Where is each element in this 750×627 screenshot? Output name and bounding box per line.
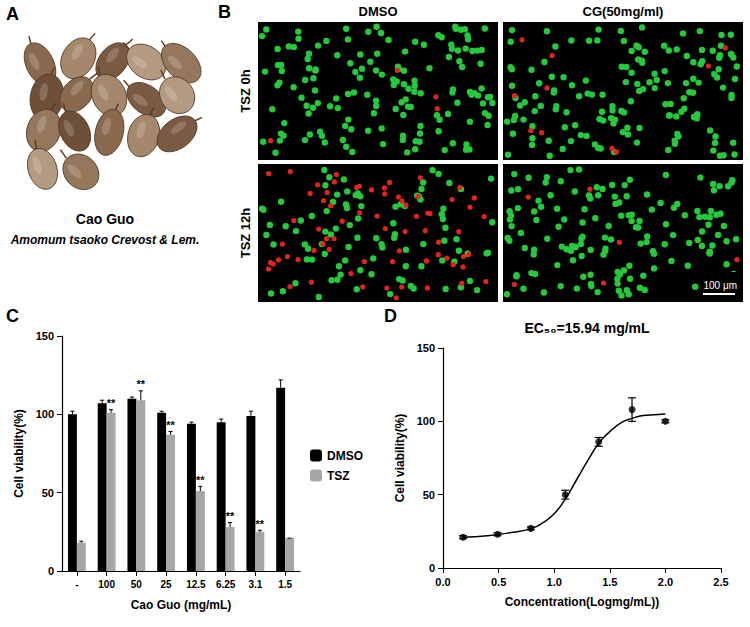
svg-text:-: - (75, 579, 78, 590)
svg-text:100 μm: 100 μm (703, 280, 737, 291)
svg-text:100: 100 (98, 579, 115, 590)
svg-text:TSZ: TSZ (327, 469, 350, 483)
svg-text:100: 100 (417, 415, 435, 427)
svg-text:Cao Guo (mg/mL): Cao Guo (mg/mL) (131, 598, 232, 612)
svg-text:0: 0 (429, 562, 435, 574)
svg-text:150: 150 (36, 330, 54, 342)
svg-text:Cao Guo: Cao Guo (76, 211, 134, 227)
svg-text:DMSO: DMSO (327, 449, 363, 463)
svg-text:0.0: 0.0 (435, 576, 450, 588)
svg-text:CG(50mg/ml): CG(50mg/ml) (583, 4, 664, 19)
svg-text:50: 50 (131, 579, 143, 590)
svg-text:1.5: 1.5 (278, 579, 292, 590)
svg-text:50: 50 (423, 489, 435, 501)
html-text:D: D (384, 306, 397, 326)
svg-text:1.0: 1.0 (547, 576, 562, 588)
svg-text:**: ** (137, 378, 146, 390)
html-text:C: C (6, 306, 19, 326)
svg-text:Amomum tsaoko Crevost & Lem.: Amomum tsaoko Crevost & Lem. (10, 233, 200, 247)
svg-text:150: 150 (417, 342, 435, 354)
svg-text:0.5: 0.5 (491, 576, 506, 588)
svg-text:DMSO: DMSO (359, 4, 398, 19)
svg-text:12.5: 12.5 (186, 579, 206, 590)
svg-text:EC₅₀=15.94 mg/mL: EC₅₀=15.94 mg/mL (524, 320, 650, 336)
svg-text:Concentration(Logmg/mL)): Concentration(Logmg/mL)) (505, 595, 660, 609)
svg-text:Cell viability(%): Cell viability(%) (393, 414, 407, 503)
svg-text:**: ** (256, 518, 265, 530)
svg-text:2.5: 2.5 (713, 576, 728, 588)
svg-text:**: ** (107, 397, 116, 409)
svg-text:**: ** (226, 510, 235, 522)
svg-text:6.25: 6.25 (216, 579, 236, 590)
svg-text:50: 50 (42, 487, 54, 499)
svg-text:3.1: 3.1 (248, 579, 262, 590)
svg-text:25: 25 (161, 579, 173, 590)
svg-text:Cell viability(%): Cell viability(%) (12, 409, 26, 498)
svg-text:1.5: 1.5 (602, 576, 617, 588)
svg-text:TSZ 0h: TSZ 0h (238, 69, 253, 112)
svg-text:0: 0 (48, 565, 54, 577)
svg-text:TSZ 12h: TSZ 12h (238, 208, 253, 259)
svg-text:**: ** (196, 474, 205, 486)
svg-text:A: A (6, 4, 19, 24)
svg-text:B: B (218, 2, 231, 22)
svg-text:100: 100 (36, 408, 54, 420)
svg-text:2.0: 2.0 (658, 576, 673, 588)
svg-text:**: ** (166, 419, 175, 431)
